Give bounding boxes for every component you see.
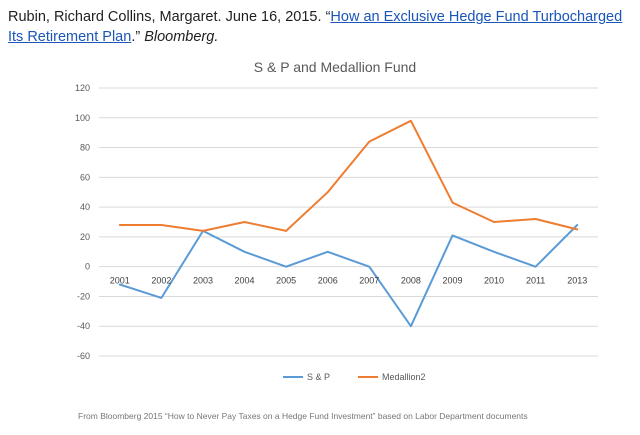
citation: Rubin, Richard Collins, Margaret. June 1… bbox=[8, 7, 632, 47]
source-note: From Bloomberg 2015 “How to Never Pay Ta… bbox=[78, 411, 528, 421]
y-tick-label: 20 bbox=[80, 232, 90, 242]
citation-authors-date: Rubin, Richard Collins, Margaret. June 1… bbox=[8, 9, 326, 25]
x-tick-label: 2006 bbox=[318, 276, 338, 286]
y-tick-label: 100 bbox=[75, 113, 90, 123]
citation-close-quote: .” bbox=[131, 29, 145, 45]
y-tick-label: 120 bbox=[75, 83, 90, 93]
x-tick-label: 2008 bbox=[401, 276, 421, 286]
y-tick-label: -60 bbox=[77, 351, 90, 361]
x-tick-label: 2007 bbox=[359, 276, 379, 286]
y-tick-label: -20 bbox=[77, 291, 90, 301]
x-tick-label: 2009 bbox=[442, 276, 462, 286]
citation-publication: Bloomberg. bbox=[144, 29, 219, 45]
x-tick-label: 2004 bbox=[235, 276, 255, 286]
citation-open-quote: “ bbox=[325, 9, 331, 25]
chart-title: S & P and Medallion Fund bbox=[254, 59, 416, 75]
gridlines bbox=[99, 87, 598, 357]
y-tick-label: 80 bbox=[80, 143, 90, 153]
x-tick-label: 2003 bbox=[193, 276, 213, 286]
x-tick-label: 2002 bbox=[151, 276, 171, 286]
y-tick-label: 40 bbox=[80, 202, 90, 212]
x-axis-ticks: 2001 2002 2003 2004 2005 2006 2007 2008 2009 2010… bbox=[110, 276, 587, 286]
article-link[interactable]: How an Exclusive Hedge Fund Turbocharged… bbox=[8, 9, 623, 45]
legend: S & P Medallion2 bbox=[283, 372, 426, 382]
x-tick-label: 2005 bbox=[276, 276, 296, 286]
legend-label: Medallion2 bbox=[382, 372, 426, 382]
series-line-medallion2 bbox=[118, 119, 579, 232]
x-tick-label: 2010 bbox=[484, 276, 504, 286]
y-tick-label: 0 bbox=[85, 262, 90, 272]
series-lines bbox=[118, 119, 579, 328]
x-tick-label: 2013 bbox=[567, 276, 587, 286]
series-line-sp bbox=[118, 224, 579, 328]
x-tick-label: 2001 bbox=[110, 276, 130, 286]
y-axis-ticks: 120 100 80 60 40 20 0 -20 -40 -60 bbox=[75, 83, 90, 361]
legend-label: S & P bbox=[307, 372, 330, 382]
x-tick-label: 2011 bbox=[526, 276, 545, 286]
y-tick-label: 60 bbox=[80, 172, 90, 182]
y-tick-label: -40 bbox=[77, 321, 90, 331]
